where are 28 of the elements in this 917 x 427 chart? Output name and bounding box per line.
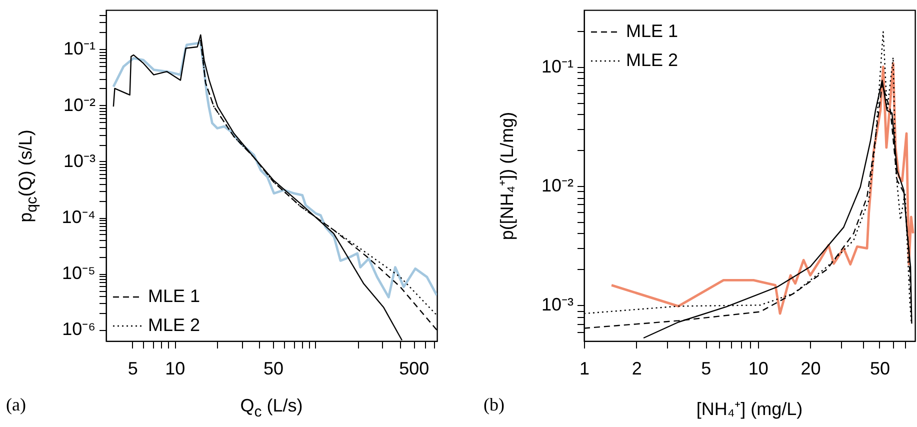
text: (b) [484,394,504,416]
legend-label: MLE 2 [626,50,678,70]
x-axis-title: [NH₄⁺] (mg/L) [696,398,803,420]
y-axis-title: p([NH₄⁺]) (L/mg) [496,111,518,240]
x-tick-label: 50 [870,358,890,378]
legend-label: MLE 1 [626,21,678,41]
x-tick-label: 5 [701,358,712,378]
legend-label: MLE 2 [148,315,200,335]
y-tick-label: 10⁻¹ [63,38,96,59]
text: (a) [6,394,26,416]
legend-label: MLE 1 [148,286,200,306]
y-tick-label: 10⁻⁶ [62,319,96,340]
x-tick-label: 1 [579,358,590,378]
x-tick-label: 20 [800,358,821,378]
x-tick-label: 10 [165,358,186,378]
x-tick-label: 500 [399,358,430,378]
y-tick-label: 10⁻³ [63,150,96,171]
y-tick-label: 10⁻⁵ [62,263,96,284]
y-tick-label: 10⁻² [541,175,574,196]
x-tick-label: 10 [748,358,768,378]
x-tick-label: 50 [263,358,284,378]
x-tick-label: 2 [632,358,642,378]
y-tick-label: 10⁻² [63,94,96,115]
y-tick-label: 10⁻³ [541,294,574,315]
x-tick-label: 5 [128,358,138,378]
y-tick-label: 10⁻¹ [541,56,574,76]
x-axis-title: Q$_{c}$ (L/s) [240,396,303,420]
y-tick-label: 10⁻⁴ [62,207,96,228]
